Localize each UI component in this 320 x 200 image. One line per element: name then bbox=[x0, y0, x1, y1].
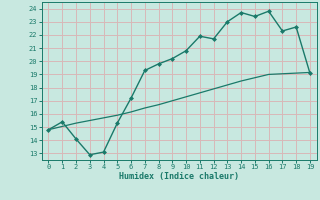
X-axis label: Humidex (Indice chaleur): Humidex (Indice chaleur) bbox=[119, 172, 239, 181]
